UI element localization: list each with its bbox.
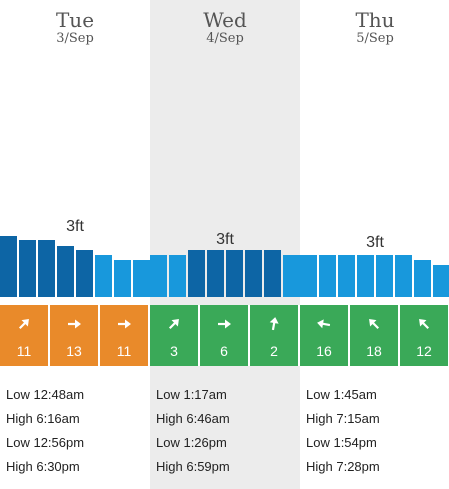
day-date: 4/Sep: [206, 31, 244, 46]
wind-arrow-icon: [50, 315, 98, 333]
day-column-tue: Tue 3/Sep 3ft Low 12:48am High 6:16am Lo…: [0, 0, 150, 489]
swell-bar: [395, 255, 412, 297]
wind-arrow-icon: [400, 315, 448, 333]
wind-speed: 18: [366, 343, 382, 359]
day-column-thu: Thu 5/Sep 3ft Low 1:45am High 7:15am Low…: [300, 0, 449, 489]
tide-list: Low 1:17am High 6:46am Low 1:26pm High 6…: [156, 383, 230, 479]
wind-cell[interactable]: 11: [100, 305, 150, 366]
wind-arrow-icon: [100, 315, 148, 333]
swell-bar: [19, 240, 36, 297]
tide-entry: Low 1:26pm: [156, 435, 227, 450]
tide-entry: High 6:46am: [156, 411, 230, 426]
day-date: 3/Sep: [56, 31, 94, 46]
wind-speed: 13: [66, 343, 82, 359]
wind-arrow-icon: [300, 315, 348, 333]
day-name: Thu: [355, 8, 395, 32]
wind-speed: 16: [316, 343, 332, 359]
swell-bar: [300, 255, 317, 297]
day-name: Wed: [203, 8, 247, 32]
wind-speed: 3: [170, 343, 178, 359]
tide-entry: Low 1:17am: [156, 387, 227, 402]
swell-bar: [319, 255, 336, 297]
day-name: Tue: [55, 8, 95, 32]
day-column-wed: Wed 4/Sep 3ft Low 1:17am High 6:46am Low…: [150, 0, 300, 489]
swell-bar: [245, 250, 262, 297]
swell-bar: [95, 255, 112, 297]
wind-cell[interactable]: 13: [50, 305, 100, 366]
wind-speed: 11: [16, 343, 32, 359]
wind-arrow-icon: [0, 315, 48, 333]
tide-entry: Low 12:48am: [6, 387, 85, 402]
swell-bar: [338, 255, 355, 297]
swell-bar: [207, 250, 224, 297]
wave-height-label: 3ft: [216, 231, 234, 248]
tide-entry: High 6:16am: [6, 411, 80, 426]
swell-bar: [38, 240, 55, 297]
wind-cell[interactable]: 2: [250, 305, 300, 366]
wind-cell[interactable]: 12: [400, 305, 449, 366]
tide-entry: Low 12:56pm: [6, 435, 85, 450]
swell-bar: [414, 260, 431, 297]
swell-bar: [283, 255, 300, 297]
wind-arrow-icon: [200, 315, 248, 333]
swell-bar: [150, 255, 167, 297]
swell-bar: [76, 250, 93, 297]
swell-bar: [357, 255, 374, 297]
wave-height-label: 3ft: [66, 218, 84, 235]
swell-bar: [133, 260, 150, 297]
wind-cell[interactable]: 6: [200, 305, 250, 366]
swell-bar: [264, 250, 281, 297]
tide-list: Low 12:48am High 6:16am Low 12:56pm High…: [6, 383, 84, 479]
tide-entry: High 7:15am: [306, 411, 380, 426]
tide-list: Low 1:45am High 7:15am Low 1:54pm High 7…: [306, 383, 380, 479]
day-date: 5/Sep: [356, 31, 394, 46]
wind-arrow-icon: [250, 315, 298, 333]
wave-height-label: 3ft: [366, 234, 384, 251]
wind-cell[interactable]: 16: [300, 305, 350, 366]
swell-bar: [226, 250, 243, 297]
wind-speed: 6: [220, 343, 228, 359]
wind-speed: 12: [416, 343, 432, 359]
swell-bar: [433, 265, 449, 297]
swell-bar: [188, 250, 205, 297]
swell-bar: [376, 255, 393, 297]
swell-bar: [0, 236, 17, 297]
tide-entry: Low 1:45am: [306, 387, 377, 402]
swell-bar: [114, 260, 131, 297]
wind-cell[interactable]: 11: [0, 305, 50, 366]
wind-arrow-icon: [350, 315, 398, 333]
swell-bar: [57, 246, 74, 297]
tide-entry: High 7:28pm: [306, 459, 380, 474]
tide-entry: High 6:30pm: [6, 459, 80, 474]
swell-bar: [169, 255, 186, 297]
wind-speed: 2: [270, 343, 278, 359]
wind-speed: 11: [116, 343, 132, 359]
wind-cell[interactable]: 3: [150, 305, 200, 366]
wind-arrow-icon: [150, 315, 198, 333]
wind-cell[interactable]: 18: [350, 305, 400, 366]
tide-entry: Low 1:54pm: [306, 435, 377, 450]
tide-entry: High 6:59pm: [156, 459, 230, 474]
